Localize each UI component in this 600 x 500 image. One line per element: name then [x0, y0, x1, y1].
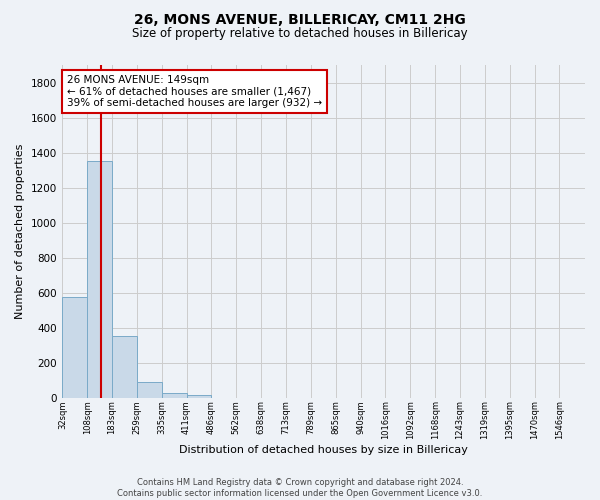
Text: Size of property relative to detached houses in Billericay: Size of property relative to detached ho…	[132, 28, 468, 40]
Text: 26, MONS AVENUE, BILLERICAY, CM11 2HG: 26, MONS AVENUE, BILLERICAY, CM11 2HG	[134, 12, 466, 26]
X-axis label: Distribution of detached houses by size in Billericay: Distribution of detached houses by size …	[179, 445, 468, 455]
Bar	[62, 297, 87, 398]
Bar	[137, 382, 162, 398]
Bar	[162, 392, 187, 398]
Bar	[87, 162, 112, 398]
Text: 26 MONS AVENUE: 149sqm
← 61% of detached houses are smaller (1,467)
39% of semi-: 26 MONS AVENUE: 149sqm ← 61% of detached…	[67, 75, 322, 108]
Y-axis label: Number of detached properties: Number of detached properties	[15, 144, 25, 319]
Bar	[187, 395, 211, 398]
Bar	[112, 336, 137, 398]
Text: Contains HM Land Registry data © Crown copyright and database right 2024.
Contai: Contains HM Land Registry data © Crown c…	[118, 478, 482, 498]
